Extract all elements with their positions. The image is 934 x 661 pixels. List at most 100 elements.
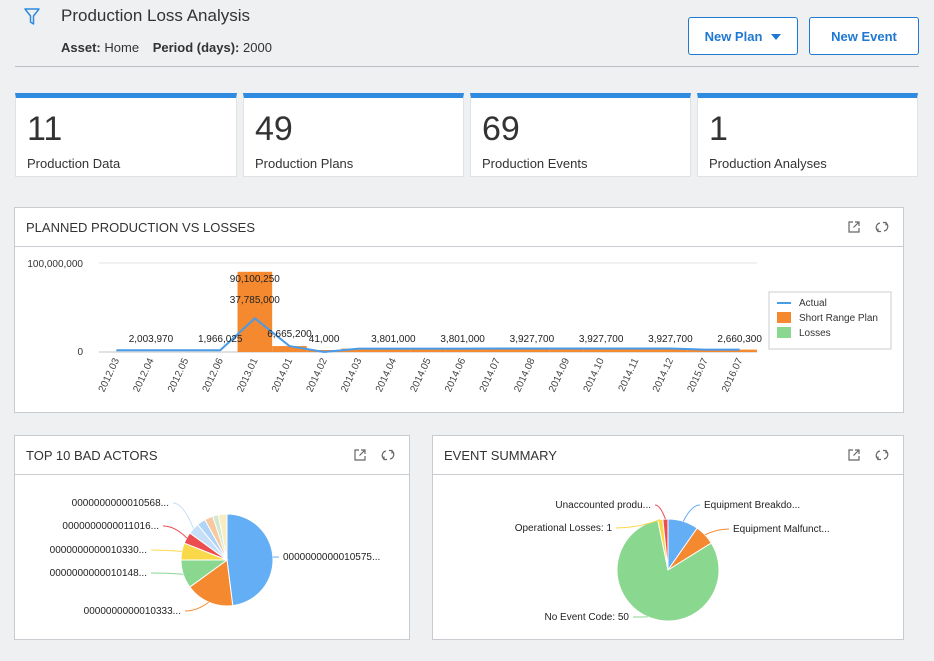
new-plan-button[interactable]: New Plan	[688, 17, 798, 55]
x-tick-label: 2015.07	[686, 356, 711, 394]
leader-line	[682, 504, 701, 522]
legend-swatch	[777, 312, 791, 323]
expand-icon[interactable]	[847, 448, 861, 462]
refresh-icon[interactable]	[381, 448, 395, 462]
slice-label: Operational Losses: 1	[515, 523, 613, 534]
data-label: 3,927,700	[648, 334, 693, 345]
y-tick-label: 0	[77, 347, 83, 358]
card-label: Production Events	[482, 156, 588, 171]
leader-line	[150, 572, 184, 575]
x-tick-label: 2014.02	[305, 356, 330, 394]
plan-bar	[272, 346, 307, 352]
card-production-analyses[interactable]: 1 Production Analyses	[697, 93, 918, 177]
period-label: Period (days):	[152, 40, 240, 55]
header-divider	[15, 66, 919, 67]
expand-icon[interactable]	[847, 220, 861, 234]
new-event-label: New Event	[831, 28, 897, 44]
asset-value: Home	[104, 40, 140, 55]
x-tick-label: 2012.06	[201, 356, 226, 394]
card-label: Production Analyses	[709, 156, 827, 171]
plan-bar	[479, 348, 515, 352]
chart-legend: Actual Short Range Plan Losses	[768, 291, 892, 350]
chevron-down-icon	[771, 34, 782, 40]
pie-slice	[189, 559, 234, 607]
event-summary-panel: EVENT SUMMARY Equipment Breakdo... Equipm…	[432, 435, 904, 640]
x-tick-label: 2014.12	[651, 356, 676, 394]
refresh-icon[interactable]	[875, 448, 889, 462]
card-value: 11	[27, 110, 63, 148]
legend-label: Actual	[799, 298, 827, 309]
data-label: 3,927,700	[510, 334, 555, 345]
plan-bar	[687, 349, 723, 352]
panel-title: EVENT SUMMARY	[444, 448, 557, 463]
slice-label: Equipment Malfunct...	[733, 524, 830, 535]
panel-title: PLANNED PRODUCTION VS LOSSES	[26, 220, 255, 235]
slice-label: 0000000000010333...	[84, 606, 181, 617]
slice-label: 0000000000010330...	[50, 545, 147, 556]
slice-label: No Event Code: 50	[545, 612, 630, 623]
asset-label: Asset:	[61, 40, 101, 55]
asset-period-info: Asset: Home Period (days): 2000	[61, 40, 272, 55]
plan-bar	[583, 348, 619, 352]
x-tick-label: 2014.11	[617, 356, 642, 393]
data-label: 3,801,000	[371, 334, 416, 345]
refresh-icon[interactable]	[875, 220, 889, 234]
pie-slice	[226, 513, 274, 607]
data-label: 90,100,250	[230, 274, 280, 285]
x-tick-label: 2012.03	[97, 356, 122, 394]
bad-actors-chart: 0000000000010575... 0000000000010333... 00…	[50, 498, 381, 617]
panel-header: PLANNED PRODUCTION VS LOSSES	[15, 208, 903, 247]
x-tick-label: 2014.03	[339, 356, 364, 394]
x-tick-label: 2014.06	[443, 356, 468, 394]
x-tick-label: 2014.09	[547, 356, 572, 394]
y-tick-label: 100,000,000	[27, 259, 83, 270]
leader-line	[172, 502, 194, 529]
period-value: 2000	[243, 40, 272, 55]
card-production-events[interactable]: 69 Production Events	[470, 93, 691, 177]
slice-label: Unaccounted produ...	[555, 500, 651, 511]
event-summary-chart: Equipment Breakdo... Equipment Malfunct..…	[515, 500, 830, 623]
card-production-plans[interactable]: 49 Production Plans	[243, 93, 464, 177]
plan-bar	[410, 348, 446, 352]
plan-bar	[341, 348, 377, 352]
page-title: Production Loss Analysis	[61, 6, 250, 25]
expand-icon[interactable]	[353, 448, 367, 462]
data-label: 37,785,000	[230, 295, 280, 306]
x-tick-label: 2013.01	[235, 356, 260, 394]
plan-bar	[237, 271, 273, 352]
slice-label: 0000000000011016...	[62, 521, 159, 532]
x-tick-label: 2014.01	[270, 356, 295, 394]
leader-line	[184, 601, 210, 612]
slice-label: 0000000000010575...	[283, 552, 380, 563]
card-label: Production Data	[27, 156, 121, 171]
actual-line	[116, 317, 740, 353]
panel-header: EVENT SUMMARY	[433, 436, 903, 475]
plan-bar	[618, 348, 654, 352]
new-event-button[interactable]: New Event	[809, 17, 919, 55]
pie-slice	[616, 519, 720, 622]
legend-label: Losses	[799, 328, 831, 339]
x-tick-label: 2016.07	[720, 356, 745, 394]
plan-bar	[376, 348, 411, 352]
plan-bar	[514, 348, 550, 352]
card-label: Production Plans	[255, 156, 354, 171]
filter-icon[interactable]	[24, 8, 40, 26]
panel-header: TOP 10 BAD ACTORS	[15, 436, 409, 475]
x-tick-label: 2014.10	[582, 356, 607, 394]
data-label: 3,927,700	[579, 334, 624, 345]
leader-line	[704, 528, 730, 536]
card-production-data[interactable]: 11 Production Data	[15, 93, 237, 177]
leader-line	[615, 519, 661, 529]
new-plan-label: New Plan	[704, 28, 763, 44]
production-chart: 100,000,000 0 2,003,970 1,966,025 90,100,250…	[27, 259, 892, 394]
card-value: 49	[255, 110, 293, 148]
leader-line	[162, 525, 188, 539]
data-label: 6,665,200	[267, 329, 312, 340]
slice-label: Equipment Breakdo...	[704, 500, 800, 511]
data-label: 2,003,970	[129, 334, 174, 345]
panel-title: TOP 10 BAD ACTORS	[26, 448, 158, 463]
data-label: 3,801,000	[440, 334, 485, 345]
slice-label: 0000000000010148...	[50, 568, 147, 579]
data-label: 1,966,025	[198, 334, 243, 345]
x-tick-label: 2014.08	[512, 356, 537, 394]
